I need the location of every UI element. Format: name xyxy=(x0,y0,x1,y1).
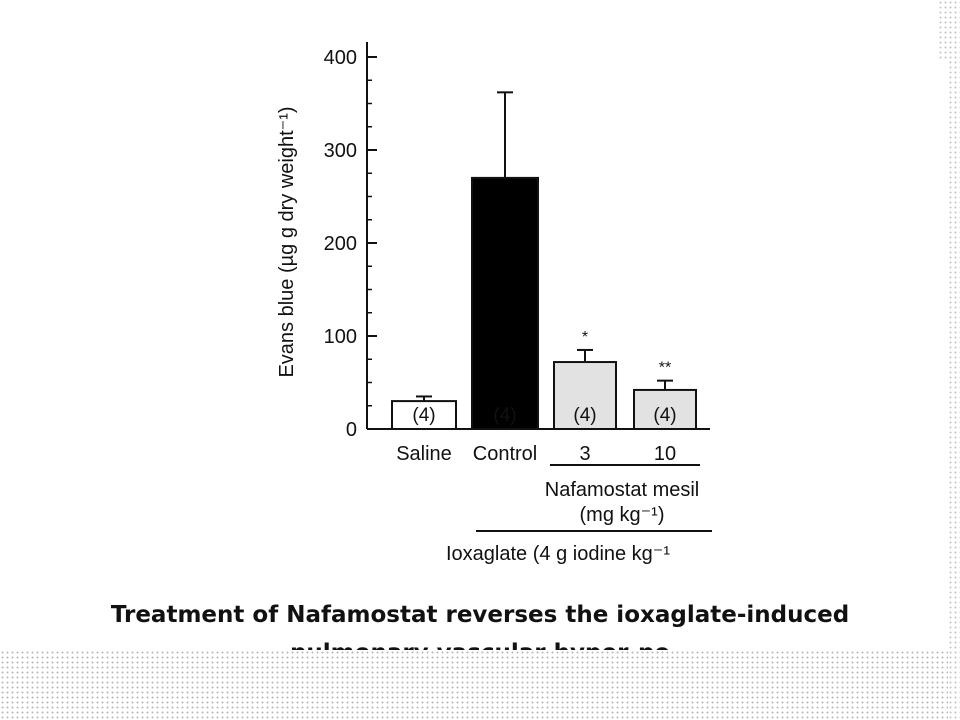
figure-caption-line-1: Treatment of Nafamostat reverses the iox… xyxy=(110,602,850,628)
bar-10 xyxy=(633,388,697,431)
chart-axes: 0 100 200 300 400 xyxy=(324,42,712,532)
y-axis-label: Evans blue (µg g dry weight⁻¹) xyxy=(276,106,298,377)
ioxaglate-group-label: Ioxaglate (4 g iodine kg⁻¹ xyxy=(446,543,670,565)
dotted-top-right-corner xyxy=(938,0,960,60)
bar-n-label: (4) xyxy=(653,405,676,426)
y-tick-label: 300 xyxy=(324,140,357,162)
nafamostat-group-label: Nafamostat mesil xyxy=(545,479,700,501)
x-category-label: Saline xyxy=(396,443,452,465)
x-category-label: Control xyxy=(473,443,537,465)
bar-n-label: (4) xyxy=(412,405,435,426)
bar-n-label: (4) xyxy=(573,405,596,426)
significance-marker: * xyxy=(582,329,588,346)
x-category-label: 3 xyxy=(579,443,590,465)
bar-control xyxy=(471,176,539,430)
chart-labels: Evans blue (µg g dry weight⁻¹) (4) Saline (… xyxy=(276,106,699,565)
y-tick-label: 400 xyxy=(324,47,357,69)
y-tick-label: 200 xyxy=(324,233,357,255)
dotted-background-band xyxy=(0,650,960,720)
y-tick-label: 0 xyxy=(346,419,357,441)
dotted-right-edge xyxy=(948,0,960,720)
x-category-label: 10 xyxy=(654,443,676,465)
bar-n-label: (4) xyxy=(493,405,516,426)
y-tick-label: 100 xyxy=(324,326,357,348)
significance-marker: ** xyxy=(659,360,671,377)
bar-saline xyxy=(391,400,457,431)
chart-bars xyxy=(391,91,697,431)
nafamostat-unit-label: (mg kg⁻¹) xyxy=(580,504,665,526)
